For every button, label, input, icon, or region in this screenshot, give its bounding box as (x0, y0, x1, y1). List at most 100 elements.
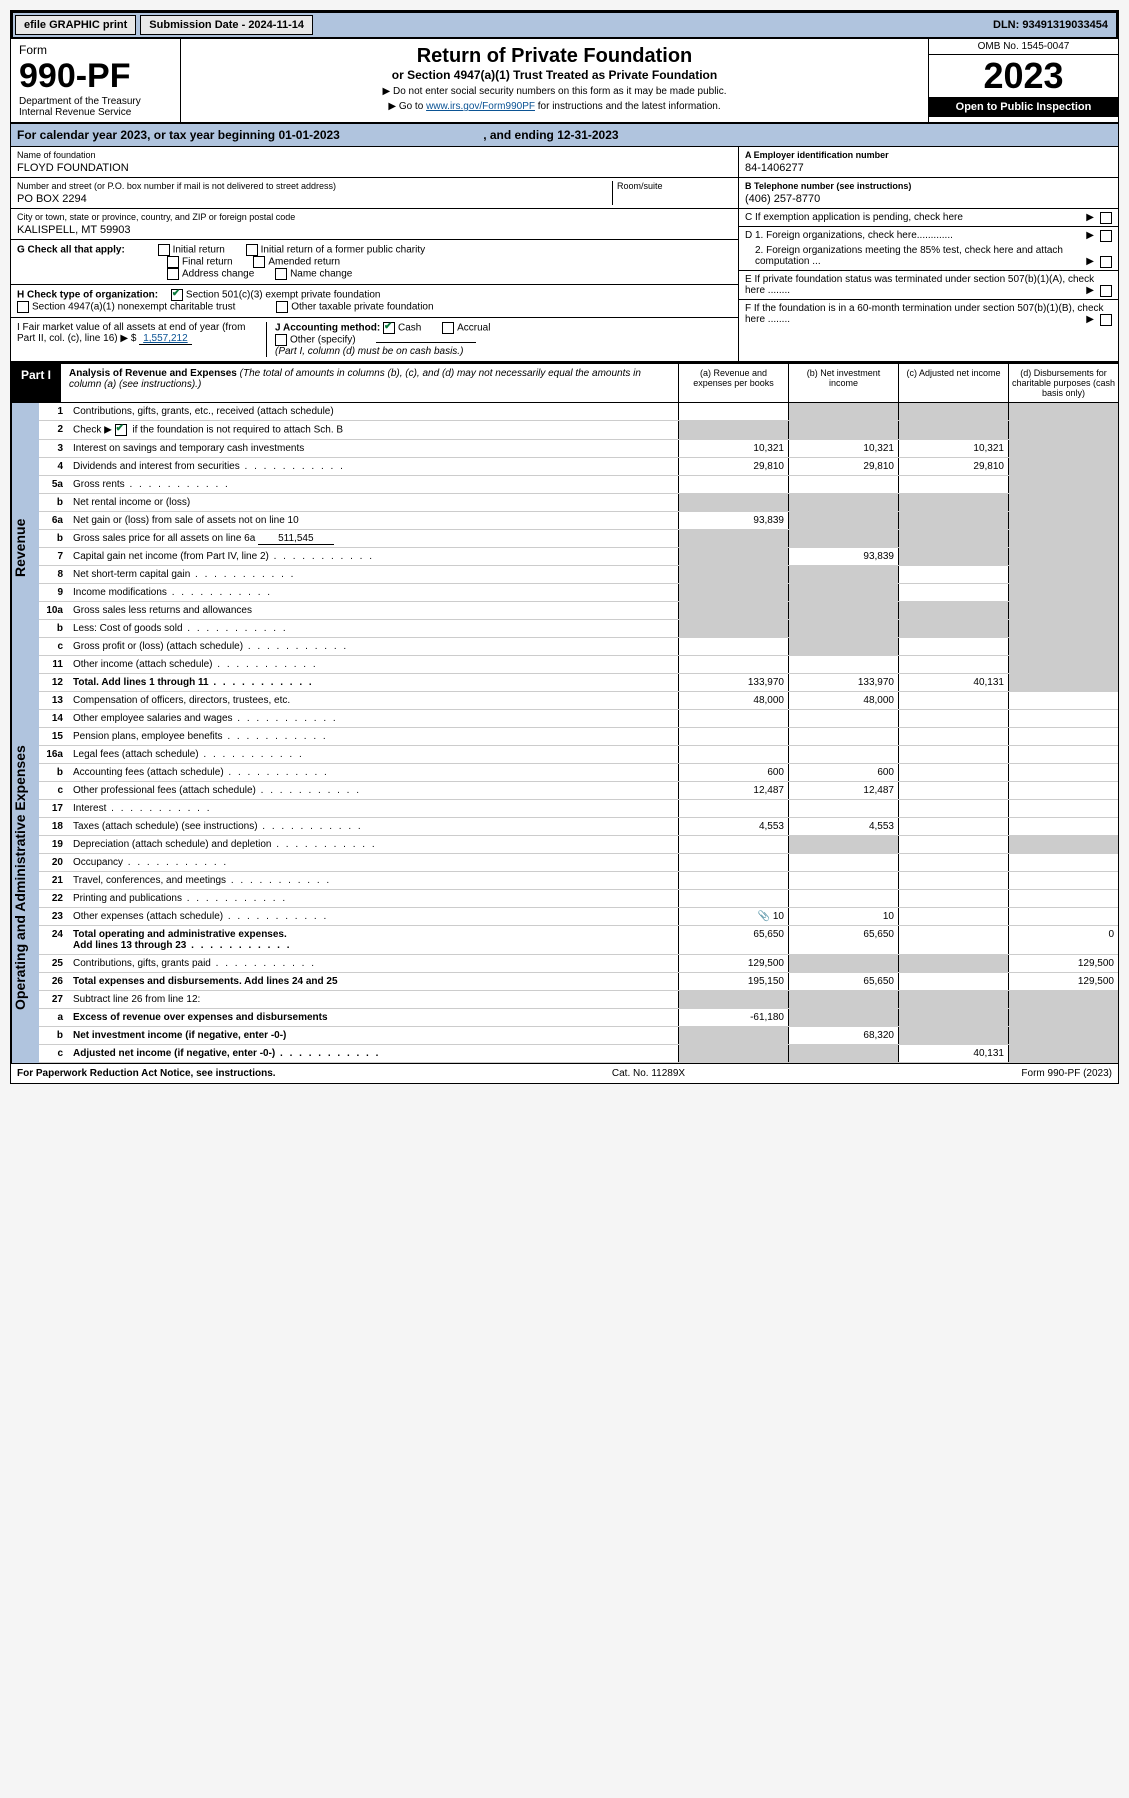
city: KALISPELL, MT 59903 (17, 224, 732, 236)
revenue-side-label: Revenue (11, 403, 39, 692)
chk-f[interactable] (1100, 314, 1112, 326)
address-row: Number and street (or P.O. box number if… (11, 178, 738, 209)
j-label: J Accounting method: (275, 323, 380, 334)
form-title: Return of Private Foundation (187, 45, 922, 68)
foundation-name-cell: Name of foundation FLOYD FOUNDATION (11, 147, 738, 178)
chk-initial-former[interactable]: Initial return of a former public charit… (246, 244, 426, 256)
section-i-j: I Fair market value of all assets at end… (11, 318, 738, 361)
row-15: 15Pension plans, employee benefits (39, 728, 1118, 746)
instr2-post: for instructions and the latest informat… (535, 101, 721, 112)
section-c: C If exemption application is pending, c… (739, 209, 1118, 227)
footer-right: Form 990-PF (2023) (1021, 1068, 1112, 1079)
info-right: A Employer identification number 84-1406… (738, 147, 1118, 361)
row-27c: cAdjusted net income (if negative, enter… (39, 1045, 1118, 1063)
chk-accrual[interactable]: Accrual (442, 322, 490, 334)
irs-label: Internal Revenue Service (19, 107, 172, 118)
tel: (406) 257-8770 (745, 193, 1112, 205)
i-label: I Fair market value of all assets at end… (17, 322, 245, 344)
col-c-head: (c) Adjusted net income (898, 364, 1008, 402)
section-j: J Accounting method: Cash Accrual Other … (267, 322, 732, 357)
form-header: Form 990-PF Department of the Treasury I… (11, 39, 1118, 124)
chk-d2[interactable] (1100, 256, 1112, 268)
section-h: H Check type of organization: Section 50… (11, 285, 738, 318)
revenue-rows: 1Contributions, gifts, grants, etc., rec… (39, 403, 1118, 692)
row-16a: 16aLegal fees (attach schedule) (39, 746, 1118, 764)
ein-label: A Employer identification number (745, 150, 1112, 160)
chk-c[interactable] (1100, 212, 1112, 224)
name-label: Name of foundation (17, 150, 732, 160)
section-e: E If private foundation status was termi… (739, 271, 1118, 300)
d1-label: D 1. Foreign organizations, check here..… (745, 230, 953, 241)
h-label: H Check type of organization: (17, 290, 158, 301)
column-headers: (a) Revenue and expenses per books (b) N… (678, 364, 1118, 402)
row-5b: bNet rental income or (loss) (39, 494, 1118, 512)
row-3: 3Interest on savings and temporary cash … (39, 440, 1118, 458)
form-number: 990-PF (19, 57, 172, 96)
d2-label: 2. Foreign organizations meeting the 85%… (755, 245, 1063, 267)
row-24: 24Total operating and administrative exp… (39, 926, 1118, 955)
room-label: Room/suite (617, 181, 732, 191)
submission-date-badge: Submission Date - 2024-11-14 (140, 15, 313, 35)
row-6a: 6aNet gain or (loss) from sale of assets… (39, 512, 1118, 530)
chk-d1[interactable] (1100, 230, 1112, 242)
tel-cell: B Telephone number (see instructions) (4… (739, 178, 1118, 209)
chk-e[interactable] (1100, 285, 1112, 297)
part1-desc: Analysis of Revenue and Expenses (The to… (61, 364, 678, 402)
expense-rows: 13Compensation of officers, directors, t… (39, 692, 1118, 1063)
fmv-value[interactable]: 1,557,212 (139, 333, 192, 345)
tel-label: B Telephone number (see instructions) (745, 181, 1112, 191)
row-4: 4Dividends and interest from securities2… (39, 458, 1118, 476)
instr2-pre: ▶ Go to (388, 101, 426, 112)
row-5a: 5aGross rents (39, 476, 1118, 494)
row-16c: cOther professional fees (attach schedul… (39, 782, 1118, 800)
form-subtitle: or Section 4947(a)(1) Trust Treated as P… (187, 68, 922, 82)
part1-label: Part I (11, 364, 61, 402)
col-a-head: (a) Revenue and expenses per books (678, 364, 788, 402)
chk-amended[interactable]: Amended return (253, 256, 340, 268)
cal-mid: , and ending (483, 128, 557, 142)
chk-namechg[interactable]: Name change (275, 268, 352, 280)
chk-schb[interactable] (115, 424, 127, 436)
cal-pre: For calendar year 2023, or tax year begi… (17, 128, 278, 142)
expense-table: Operating and Administrative Expenses 13… (11, 692, 1118, 1063)
row-16b: bAccounting fees (attach schedule)600600 (39, 764, 1118, 782)
chk-initial[interactable]: Initial return (158, 244, 225, 256)
city-cell: City or town, state or province, country… (11, 209, 738, 240)
cal-begin: 01-01-2023 (278, 128, 339, 142)
section-d: D 1. Foreign organizations, check here..… (739, 227, 1118, 271)
chk-final[interactable]: Final return (167, 256, 233, 268)
chk-addrchg[interactable]: Address change (167, 268, 254, 280)
top-bar: efile GRAPHIC print Submission Date - 20… (11, 11, 1118, 39)
section-i: I Fair market value of all assets at end… (17, 322, 267, 357)
row-18: 18Taxes (attach schedule) (see instructi… (39, 818, 1118, 836)
chk-other-tax[interactable]: Other taxable private foundation (276, 301, 433, 313)
row-7: 7Capital gain net income (from Part IV, … (39, 548, 1118, 566)
row-17: 17Interest (39, 800, 1118, 818)
attach-icon[interactable]: 📎 (758, 911, 770, 922)
header-right: OMB No. 1545-0047 2023 Open to Public In… (928, 39, 1118, 122)
page-footer: For Paperwork Reduction Act Notice, see … (11, 1063, 1118, 1083)
part1-title: Analysis of Revenue and Expenses (69, 368, 237, 379)
info-left: Name of foundation FLOYD FOUNDATION Numb… (11, 147, 738, 361)
address-cell: Number and street (or P.O. box number if… (17, 181, 612, 205)
chk-other-method[interactable]: Other (specify) (275, 334, 356, 346)
chk-501c3[interactable]: Section 501(c)(3) exempt private foundat… (171, 289, 381, 301)
chk-cash[interactable]: Cash (383, 322, 421, 334)
c-label: C If exemption application is pending, c… (745, 212, 963, 223)
foundation-name: FLOYD FOUNDATION (17, 162, 732, 174)
header-left: Form 990-PF Department of the Treasury I… (11, 39, 181, 122)
form-page: efile GRAPHIC print Submission Date - 20… (10, 10, 1119, 1084)
irs-link[interactable]: www.irs.gov/Form990PF (426, 101, 535, 112)
calendar-year-row: For calendar year 2023, or tax year begi… (11, 124, 1118, 147)
row-1: 1Contributions, gifts, grants, etc., rec… (39, 403, 1118, 421)
row-10c: cGross profit or (loss) (attach schedule… (39, 638, 1118, 656)
chk-4947[interactable]: Section 4947(a)(1) nonexempt charitable … (17, 301, 235, 313)
footer-left: For Paperwork Reduction Act Notice, see … (17, 1068, 276, 1079)
row-8: 8Net short-term capital gain (39, 566, 1118, 584)
efile-print-button[interactable]: efile GRAPHIC print (15, 15, 136, 35)
f-label: F If the foundation is in a 60-month ter… (745, 303, 1104, 325)
row-25: 25Contributions, gifts, grants paid129,5… (39, 955, 1118, 973)
tax-year: 2023 (929, 55, 1118, 97)
row-27a: aExcess of revenue over expenses and dis… (39, 1009, 1118, 1027)
row-6b: bGross sales price for all assets on lin… (39, 530, 1118, 548)
